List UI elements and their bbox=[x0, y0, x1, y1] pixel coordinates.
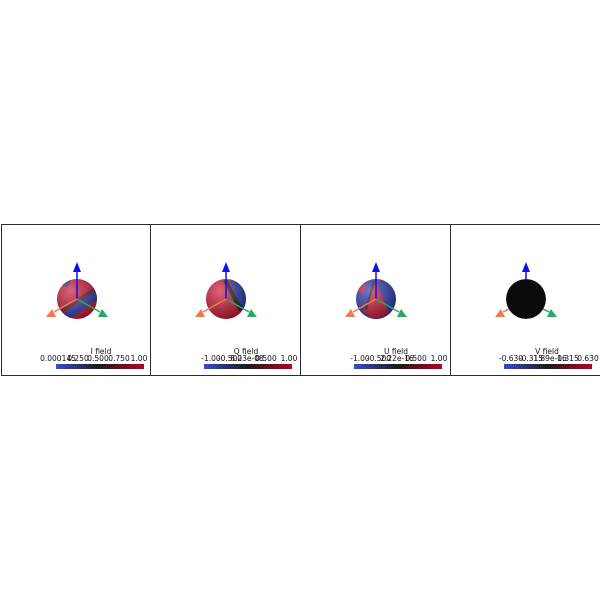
tick-label: -0.315 bbox=[518, 354, 544, 363]
z-axis-arrow-icon bbox=[522, 262, 530, 272]
x-axis-arrow-icon bbox=[345, 309, 355, 317]
colorbar-ticks: -0.630 -0.315 1.89e-16 0.315 0.630 bbox=[451, 354, 600, 363]
render-view-u-field[interactable]: U field -1.00 -0.500 2.22e-16 0.500 1.00 bbox=[300, 224, 451, 376]
colorbar bbox=[56, 364, 144, 369]
colorbar bbox=[204, 364, 292, 369]
tick-label: 0.315 bbox=[557, 354, 579, 363]
colorbar-title: U field bbox=[383, 347, 409, 356]
colorbar bbox=[354, 364, 442, 369]
scene-3d bbox=[46, 262, 108, 319]
tick-label: 1.00 bbox=[430, 354, 448, 363]
tick-label: 1.00 bbox=[130, 354, 148, 363]
x-axis-arrow-icon bbox=[195, 309, 205, 317]
tick-label: 2.22e-16 bbox=[380, 354, 414, 363]
tick-label: 0.750 bbox=[108, 354, 130, 363]
z-axis-arrow-icon bbox=[73, 262, 81, 272]
render-view-q-field[interactable]: Q field -1.00 -0.500 8.23e-08 0.500 1.00 bbox=[150, 224, 301, 376]
y-axis-arrow-icon bbox=[98, 309, 108, 317]
colorbar-title: Q field bbox=[233, 347, 259, 356]
z-axis-arrow-icon bbox=[222, 262, 230, 272]
tick-label: 0.630 bbox=[577, 354, 599, 363]
scene-3d bbox=[345, 262, 407, 319]
sphere bbox=[506, 279, 546, 319]
x-axis-arrow-icon bbox=[495, 309, 505, 317]
y-axis-arrow-icon bbox=[247, 309, 257, 317]
colorbar-ticks: -1.00 -0.500 8.23e-08 0.500 1.00 bbox=[151, 354, 300, 363]
scene-3d bbox=[195, 262, 257, 319]
tick-label: 0.500 bbox=[87, 354, 109, 363]
tick-label: -0.630 bbox=[498, 354, 524, 363]
colorbar-title: V field bbox=[535, 347, 559, 356]
tick-label: 0.250 bbox=[67, 354, 89, 363]
tick-label: -0.500 bbox=[366, 354, 392, 363]
colorbar-title: I field bbox=[90, 347, 112, 356]
tick-label: 0.500 bbox=[255, 354, 277, 363]
colorbar-ticks: 0.000145 0.250 0.500 0.750 1.00 bbox=[2, 354, 151, 363]
colorbar-ticks: -1.00 -0.500 2.22e-16 0.500 1.00 bbox=[301, 354, 450, 363]
axes-triad bbox=[345, 262, 407, 317]
tick-label: -0.500 bbox=[217, 354, 243, 363]
z-axis-arrow-icon bbox=[372, 262, 380, 272]
tick-label: -1.00 bbox=[201, 354, 221, 363]
tick-label: -1.00 bbox=[350, 354, 370, 363]
colorbar bbox=[504, 364, 592, 369]
y-axis-arrow-icon bbox=[547, 309, 557, 317]
render-view-v-field[interactable]: V field -0.630 -0.315 1.89e-16 0.315 0.6… bbox=[450, 224, 600, 376]
axes-triad bbox=[495, 262, 557, 317]
tick-label: 0.000145 bbox=[40, 354, 76, 363]
tick-label: 8.23e-08 bbox=[230, 354, 264, 363]
tick-label: 0.500 bbox=[405, 354, 427, 363]
render-view-i-field[interactable]: I field 0.000145 0.250 0.500 0.750 1.00 bbox=[1, 224, 152, 376]
tick-label: 1.00 bbox=[280, 354, 298, 363]
tick-label: 1.89e-16 bbox=[533, 354, 567, 363]
render-strip: I field 0.000145 0.250 0.500 0.750 1.00 bbox=[0, 224, 600, 376]
y-axis-arrow-icon bbox=[397, 309, 407, 317]
x-axis-arrow-icon bbox=[46, 309, 56, 317]
axes-triad bbox=[195, 262, 257, 317]
axes-triad bbox=[46, 262, 108, 317]
scene-3d bbox=[495, 262, 557, 319]
